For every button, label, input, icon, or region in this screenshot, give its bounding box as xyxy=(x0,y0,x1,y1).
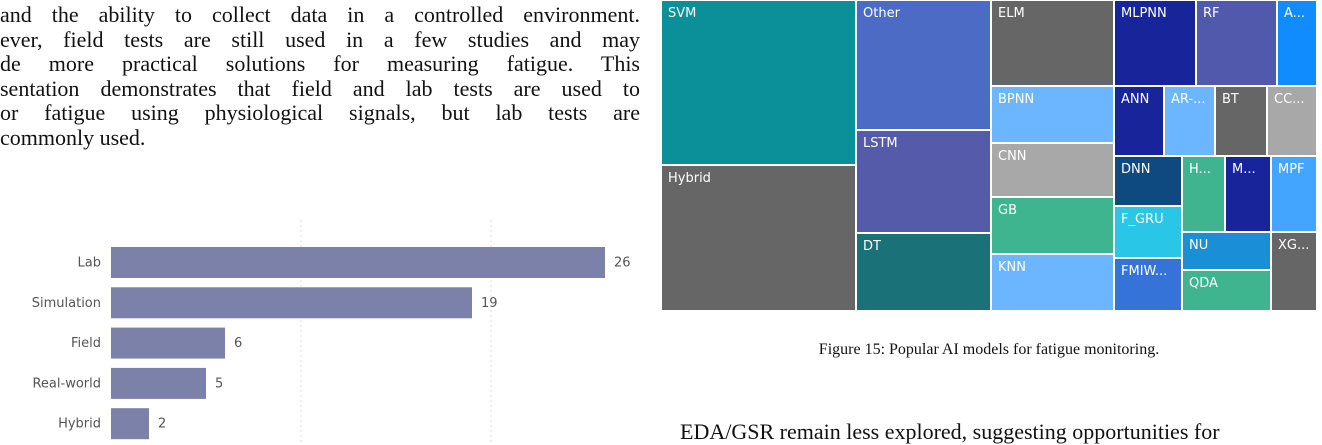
paragraph-line: or fatigue using physiological signals, … xyxy=(0,100,640,125)
bar-real-world xyxy=(111,367,206,399)
treemap-chart: SVM Other ELM MLPNN RF A... Hybrid LSTM BPNN ANN A… xyxy=(661,0,1317,311)
paragraph-line: and the ability to collect data in a con… xyxy=(0,2,640,27)
treemap-tile-label: LSTM xyxy=(863,136,898,151)
treemap-tile: DNN xyxy=(1114,156,1182,206)
treemap-tile-label: RF xyxy=(1203,6,1220,21)
category-label: Field xyxy=(71,336,101,351)
treemap-tile: CC... xyxy=(1267,86,1317,156)
treemap-tile: MPF xyxy=(1271,156,1317,232)
value-label: 26 xyxy=(614,256,631,271)
treemap-tile: MLPNN xyxy=(1114,0,1196,86)
bar-field xyxy=(111,327,225,359)
treemap-tile: A... xyxy=(1277,0,1317,86)
figure-caption: Figure 15: Popular AI models for fatigue… xyxy=(818,341,1160,358)
paragraph-line: de more practical solutions for measurin… xyxy=(0,51,640,76)
treemap-tile-label: KNN xyxy=(998,260,1026,275)
treemap-tile: RF xyxy=(1196,0,1277,86)
treemap-tile: Other xyxy=(856,0,991,130)
bar-chart: Lab 26 Simulation 19 Field 6 Real-world 5 Hybrid… xyxy=(32,220,631,442)
treemap-tile: GB xyxy=(991,197,1114,254)
bar-lab xyxy=(111,247,605,278)
treemap-tile: AR-... xyxy=(1164,86,1215,156)
treemap-tile-label: FMIW... xyxy=(1121,264,1168,279)
treemap-tile-label: M... xyxy=(1232,162,1256,177)
treemap-tile-label: QDA xyxy=(1189,276,1218,291)
treemap-tile: XG... xyxy=(1271,232,1317,311)
treemap-tile: M... xyxy=(1225,156,1271,232)
category-label: Real-world xyxy=(32,376,101,391)
treemap-tile-label: ELM xyxy=(998,6,1025,21)
treemap-tile-label: Other xyxy=(863,6,900,21)
treemap-tile: NU xyxy=(1182,232,1271,270)
treemap-tile-label: NU xyxy=(1189,238,1209,253)
value-label: 5 xyxy=(215,376,223,391)
treemap-tile-label: XG... xyxy=(1278,238,1310,253)
treemap-tile-label: SVM xyxy=(668,6,697,21)
bar-simulation xyxy=(111,287,472,319)
treemap-tile: CNN xyxy=(991,143,1114,197)
value-label: 6 xyxy=(234,336,242,351)
treemap-tile-label: DNN xyxy=(1121,162,1151,177)
treemap-tile: LSTM xyxy=(856,130,991,233)
treemap-tile-label: MLPNN xyxy=(1121,6,1167,21)
treemap-tile-label: CNN xyxy=(998,149,1027,164)
treemap-tile-label: DT xyxy=(863,239,881,254)
body-text-line: EDA/GSR remain less explored, suggesting… xyxy=(680,419,1220,444)
treemap-tile-label: A... xyxy=(1284,6,1306,21)
paragraph-line: ever, field tests are still used in a fe… xyxy=(0,26,640,52)
value-label: 2 xyxy=(158,417,166,432)
treemap-tile: FMIW... xyxy=(1114,258,1182,311)
treemap-tile: ELM xyxy=(991,0,1114,86)
treemap-tile-label: GB xyxy=(998,203,1017,218)
treemap-tile-label: MPF xyxy=(1278,162,1305,177)
paragraph-left: and the ability to collect data in a con… xyxy=(0,2,640,150)
treemap-tile: BT xyxy=(1215,86,1267,156)
treemap-tile-label: CC... xyxy=(1274,92,1305,107)
treemap-tile-label: BT xyxy=(1222,92,1239,107)
treemap-tile: Hybrid xyxy=(661,165,856,311)
treemap-tile-label: BPNN xyxy=(998,92,1035,107)
category-label: Lab xyxy=(78,256,101,271)
category-label: Simulation xyxy=(32,296,101,311)
paragraph-line: commonly used. xyxy=(0,124,146,150)
treemap-tile: H... xyxy=(1182,156,1225,232)
treemap-tile: DT xyxy=(856,233,991,311)
treemap-tile: SVM xyxy=(661,0,856,165)
treemap-tile: KNN xyxy=(991,254,1114,311)
treemap-tile-label: H... xyxy=(1189,162,1211,177)
treemap-tile-label: Hybrid xyxy=(668,171,711,186)
bar-hybrid xyxy=(111,408,149,440)
treemap-tile: BPNN xyxy=(991,86,1114,143)
treemap-tile: QDA xyxy=(1182,270,1271,311)
category-label: Hybrid xyxy=(58,417,101,432)
value-label: 19 xyxy=(481,296,498,311)
treemap-tile-label: AR-... xyxy=(1171,92,1206,107)
paragraph-line: sentation demonstrates that field and la… xyxy=(0,75,640,101)
treemap-tile-label: ANN xyxy=(1121,92,1150,107)
treemap-tile-label: F_GRU xyxy=(1121,212,1164,227)
treemap-tile: F_GRU xyxy=(1114,206,1182,258)
treemap-tile: ANN xyxy=(1114,86,1164,156)
